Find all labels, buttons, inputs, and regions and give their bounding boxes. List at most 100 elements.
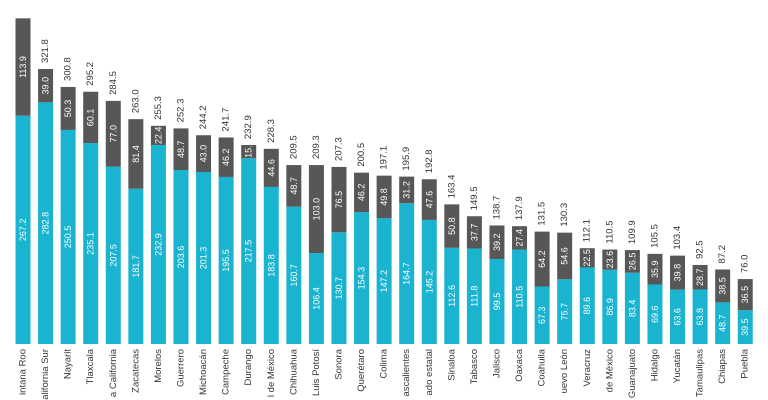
value-label: 63.8	[695, 308, 705, 326]
category-label: Campeche	[221, 349, 232, 395]
value-label: 39.8	[673, 264, 683, 282]
value-label: 63.6	[673, 308, 683, 326]
value-label: 48.7	[718, 314, 728, 332]
total-label: 149.5	[469, 186, 480, 210]
bar-segment-1	[263, 186, 279, 344]
bar-segment-1	[466, 248, 482, 344]
value-label: 48.7	[176, 140, 186, 158]
value-label: 147.2	[379, 270, 389, 293]
value-label: 46.2	[357, 184, 367, 202]
value-label: 77.0	[108, 125, 118, 143]
bar-segment-2	[399, 176, 415, 204]
category-label: alifornia Sur	[40, 349, 51, 400]
total-label: 163.4	[446, 175, 457, 199]
bar-segment-2	[512, 226, 528, 250]
value-label: 67.3	[537, 306, 547, 324]
category-label: Sinaloa	[446, 348, 457, 380]
value-label: 267.2	[18, 219, 28, 242]
bar-segment-2	[624, 250, 640, 273]
value-label: 23.6	[605, 251, 615, 269]
total-label: 76.0	[740, 255, 751, 274]
bar-segment-2	[105, 100, 121, 167]
total-label: 137.9	[514, 196, 525, 220]
total-label: 200.5	[356, 143, 367, 167]
value-label: 64.2	[537, 250, 547, 268]
value-label: 60.1	[86, 109, 96, 127]
value-label: 235.1	[86, 232, 96, 255]
category-label: Hidalgo	[649, 349, 660, 381]
bar-segment-2	[83, 91, 99, 144]
bar-segment-2	[534, 231, 550, 287]
value-label: 76.5	[334, 191, 344, 209]
bar-segment-2	[308, 165, 324, 254]
total-label: 207.3	[333, 137, 344, 161]
total-label: 228.3	[266, 119, 277, 143]
bar-segment-2	[489, 225, 505, 259]
bar-segment-1	[38, 102, 54, 344]
bar-segment-1	[602, 269, 618, 344]
bar-segment-2	[376, 175, 392, 219]
total-label: 112.1	[582, 219, 593, 242]
value-label: 111.8	[469, 286, 479, 307]
category-label: Jalisco	[491, 349, 502, 378]
bar-segment-1	[105, 166, 121, 344]
value-label: 38.5	[718, 277, 728, 295]
bar-segment-1	[286, 206, 302, 344]
value-label: 22.5	[582, 249, 592, 267]
total-label: 295.2	[85, 62, 96, 86]
bar-segment-2	[466, 216, 482, 249]
category-label: Tabasco	[469, 349, 480, 384]
value-label: 86.9	[605, 298, 615, 316]
bar-segment-1	[534, 286, 550, 344]
bar-segment-1	[128, 188, 144, 344]
category-label: ascalientes	[401, 349, 412, 397]
value-label: 49.8	[379, 188, 389, 206]
value-label: 217.5	[244, 240, 254, 263]
bar-segment-2	[421, 179, 437, 220]
value-label: 35.9	[650, 260, 660, 278]
total-label: 110.5	[604, 220, 615, 243]
total-label: 195.9	[401, 147, 412, 171]
bar-segment-1	[399, 203, 415, 344]
value-label: 195.5	[221, 249, 231, 272]
total-label: 241.7	[221, 108, 232, 132]
total-label: 105.5	[649, 224, 660, 248]
bar-segment-1	[489, 258, 505, 344]
bar-segment-2	[737, 279, 753, 311]
bar-segment-2	[602, 249, 618, 270]
total-label: 192.8	[424, 149, 435, 173]
value-label: 22.4	[153, 127, 163, 145]
value-label: 50.8	[447, 217, 457, 235]
value-label: 232.9	[153, 233, 163, 256]
total-label: 284.5	[108, 71, 119, 95]
bar-segment-2	[715, 269, 731, 303]
bar-segment-1	[308, 253, 324, 344]
value-label: 145.2	[424, 271, 434, 294]
category-label: Coahuila	[537, 348, 548, 386]
total-label: 103.4	[672, 226, 683, 250]
bar-segment-1	[376, 218, 392, 344]
category-label: Oaxaca	[514, 348, 525, 381]
category-label: Morelos	[153, 349, 164, 383]
value-label: 83.4	[627, 300, 637, 318]
bar-segment-1	[444, 247, 460, 344]
value-label: 48.7	[289, 177, 299, 195]
value-label: 89.6	[582, 297, 592, 315]
bar-segment-2	[444, 204, 460, 248]
category-label: Nayarit	[63, 349, 74, 379]
total-label: 252.3	[175, 99, 186, 123]
value-label: 181.7	[131, 255, 141, 278]
bar-segment-1	[692, 289, 708, 344]
bar-segment-1	[715, 302, 731, 344]
bar-segment-2	[286, 165, 302, 207]
category-label: Yucatán	[672, 349, 683, 383]
value-label: 103.0	[311, 198, 321, 221]
bar-segment-1	[173, 170, 189, 344]
category-label: Tlaxcala	[85, 348, 96, 384]
bar-segment-2	[331, 166, 347, 233]
category-label: uevo León	[559, 349, 570, 393]
bar-segment-2	[128, 119, 144, 189]
value-label: 160.7	[289, 264, 299, 287]
bar-segment-1	[354, 212, 370, 344]
category-label: Chiapas	[717, 349, 728, 384]
